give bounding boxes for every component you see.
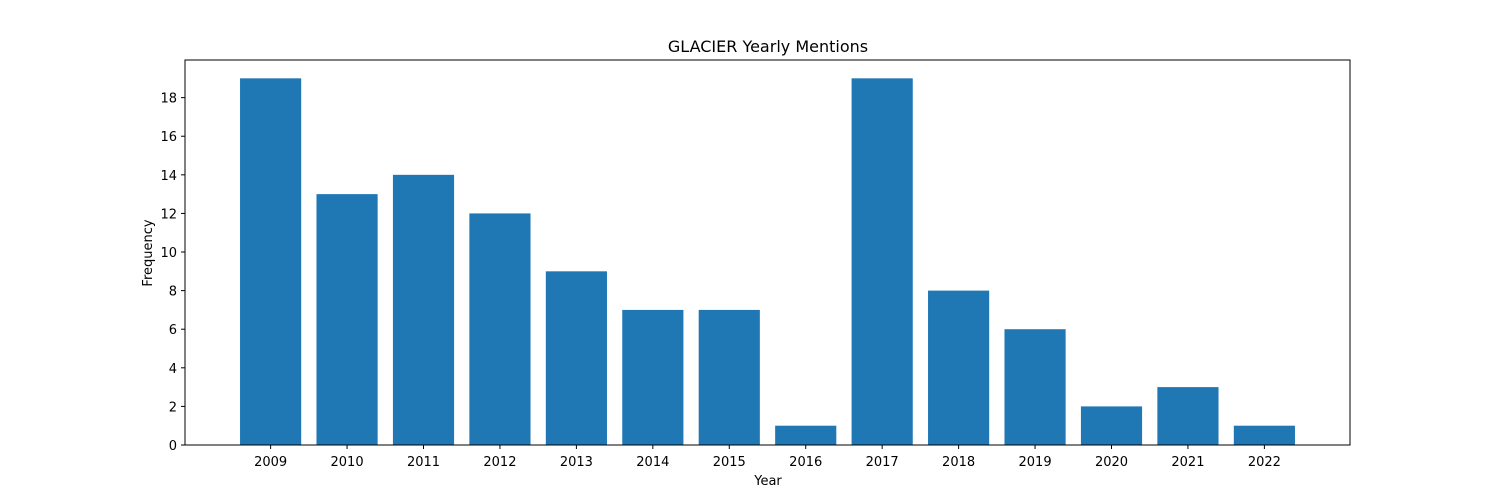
bar-2019: [1004, 329, 1066, 445]
x-tick-label-2010: 2010: [331, 455, 364, 470]
bar-2013: [545, 271, 607, 445]
y-tick-label-18: 18: [160, 92, 177, 107]
bar-2022: [1233, 425, 1295, 445]
x-axis-label: Year: [753, 474, 782, 489]
x-tick-label-2011: 2011: [407, 455, 440, 470]
y-tick-label-16: 16: [160, 130, 177, 145]
x-tick-label-2021: 2021: [1171, 455, 1204, 470]
bar-2016: [775, 425, 837, 445]
bar-2018: [928, 290, 990, 445]
y-tick-label-2: 2: [169, 400, 177, 415]
y-tick-label-6: 6: [169, 323, 177, 338]
x-tick-label-2020: 2020: [1095, 455, 1128, 470]
y-tick-label-12: 12: [160, 207, 177, 222]
x-tick-label-2012: 2012: [483, 455, 516, 470]
y-axis-label: Frequency: [141, 219, 156, 286]
x-tick-label-2015: 2015: [713, 455, 746, 470]
bar-2012: [469, 213, 531, 445]
x-tick-label-2016: 2016: [789, 455, 822, 470]
x-tick-label-2009: 2009: [254, 455, 287, 470]
x-axis-ticks: 2009 2010 2011 2012 2013 2014 2015 2016 2017 2018…: [254, 445, 1281, 470]
bar-2021: [1157, 387, 1219, 445]
x-tick-label-2014: 2014: [636, 455, 669, 470]
chart-title: GLACIER Yearly Mentions: [668, 37, 868, 56]
bar-2014: [622, 309, 684, 445]
bar-2020: [1080, 406, 1143, 445]
x-tick-label-2018: 2018: [942, 455, 975, 470]
x-tick-label-2017: 2017: [866, 455, 899, 470]
y-tick-label-0: 0: [169, 439, 177, 454]
bar-2017: [851, 78, 913, 445]
bar-2015: [698, 309, 760, 445]
x-tick-label-2022: 2022: [1248, 455, 1281, 470]
y-axis-ticks: 0 2 4 6 8 10 12 14 16 18: [160, 92, 185, 454]
y-tick-label-14: 14: [160, 169, 177, 184]
x-tick-label-2019: 2019: [1019, 455, 1052, 470]
bar-2009: [240, 78, 302, 445]
y-tick-label-8: 8: [169, 285, 177, 300]
x-tick-label-2013: 2013: [560, 455, 593, 470]
y-tick-label-10: 10: [160, 246, 177, 261]
bars-group: [240, 78, 1295, 445]
bar-2011: [392, 174, 455, 445]
plot-frame: [184, 59, 1351, 446]
y-tick-label-4: 4: [169, 362, 177, 377]
bar-2010: [316, 194, 378, 445]
